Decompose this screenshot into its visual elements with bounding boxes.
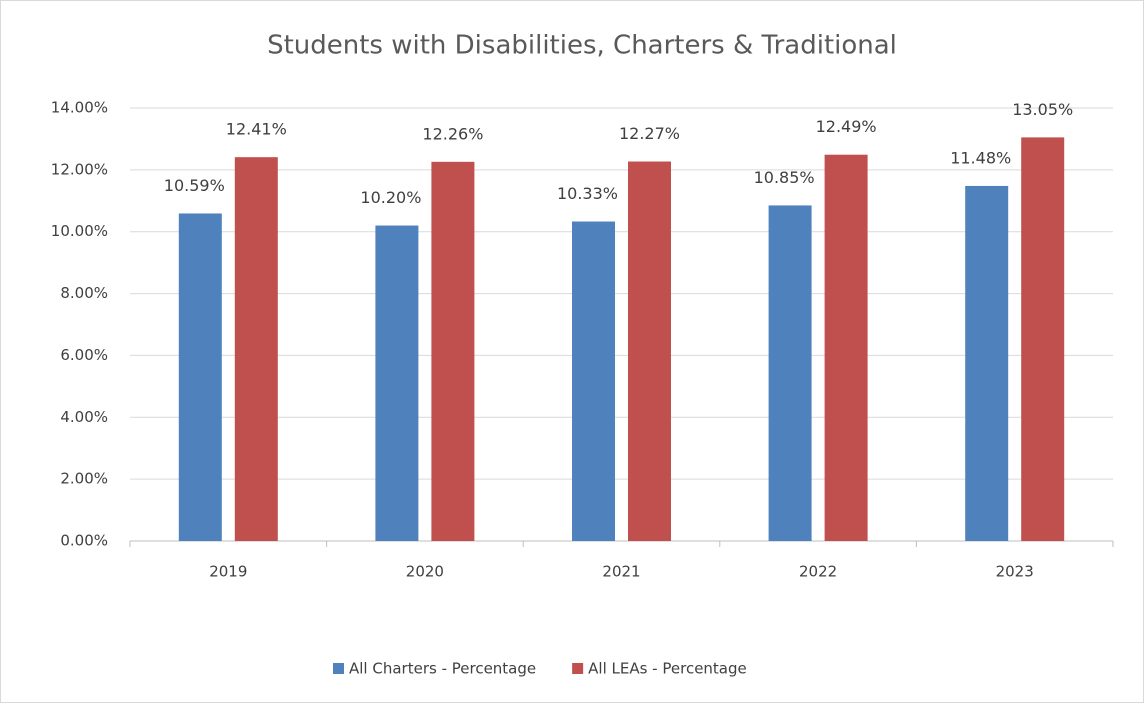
data-label: 13.05%	[1012, 100, 1073, 119]
bar	[431, 161, 475, 541]
bar	[768, 205, 812, 542]
x-tick-label: 2021	[602, 563, 640, 581]
legend-swatch	[333, 663, 344, 674]
bar	[178, 213, 222, 541]
chart-title: Students with Disabilities, Charters & T…	[267, 31, 897, 61]
x-tick-label: 2022	[799, 563, 837, 581]
y-tick-label: 4.00%	[60, 408, 108, 426]
data-label: 12.41%	[226, 120, 287, 139]
bar	[628, 161, 671, 542]
data-label: 12.27%	[619, 124, 680, 143]
x-tick-label: 2023	[996, 563, 1034, 581]
data-label: 10.20%	[360, 188, 421, 207]
y-tick-label: 0.00%	[60, 532, 108, 550]
legend-swatch	[572, 663, 584, 674]
bar	[375, 225, 419, 541]
data-label: 12.26%	[422, 124, 483, 143]
y-tick-label: 2.00%	[60, 470, 108, 488]
y-tick-label: 6.00%	[60, 346, 108, 364]
x-tick-label: 2019	[209, 563, 247, 581]
legend-label: All Charters - Percentage	[349, 660, 536, 678]
bar	[234, 157, 278, 541]
bar	[965, 185, 1009, 541]
data-label: 10.59%	[164, 176, 225, 195]
data-label: 10.85%	[754, 168, 815, 187]
y-tick-label: 8.00%	[60, 284, 108, 302]
data-label: 12.49%	[816, 117, 877, 136]
y-tick-label: 10.00%	[51, 222, 108, 240]
y-tick-label: 12.00%	[51, 160, 108, 178]
y-tick-label: 14.00%	[51, 99, 108, 117]
x-tick-label: 2020	[406, 563, 444, 581]
bar	[824, 154, 868, 541]
data-label: 10.33%	[557, 184, 618, 203]
data-label: 11.48%	[950, 148, 1011, 167]
bar	[572, 221, 615, 541]
bar	[1021, 137, 1065, 541]
legend-label: All LEAs - Percentage	[588, 660, 747, 678]
